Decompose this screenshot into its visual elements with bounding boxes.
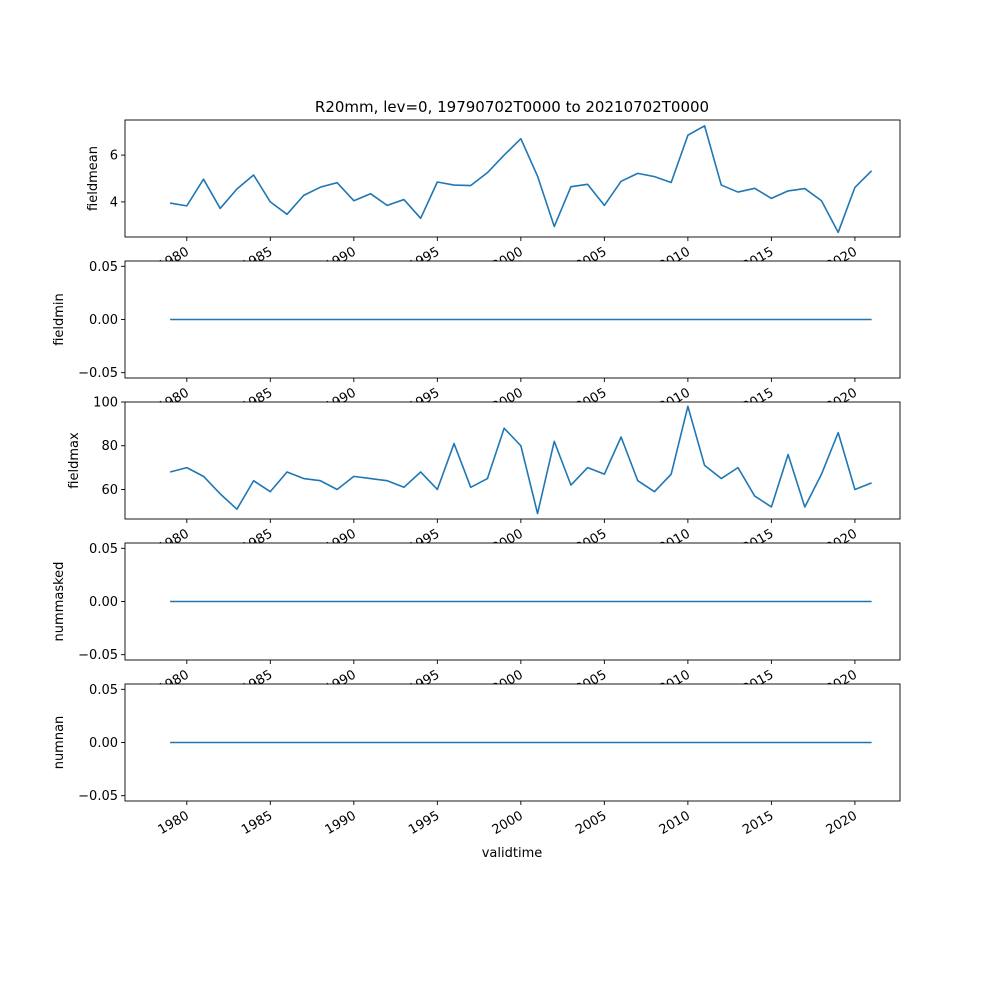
y-tick-label-fieldmean: 4 [110,195,118,210]
y-tick-label-fieldmax: 60 [101,483,118,498]
y-tick-label-numnan: 0.05 [89,683,118,698]
x-axis-label: validtime [482,846,543,861]
y-tick-label-numnan: −0.05 [78,789,118,804]
y-tick-label-fieldmin: 0.00 [89,313,118,328]
y-tick-label-fieldmax: 80 [101,439,118,454]
axes-frame-fieldmax [124,401,901,520]
chart-title: R20mm, lev=0, 19790702T0000 to 20210702T… [315,98,709,116]
y-tick-label-fieldmean: 6 [110,149,118,164]
y-axis-label-nummasked: nummasked [52,562,67,642]
y-axis-label-fieldmean: fieldmean [86,146,101,211]
series-line-fieldmean [169,125,873,234]
y-tick-label-fieldmax: 100 [93,396,118,411]
y-tick-label-nummasked: 0.05 [89,542,118,557]
series-line-fieldmax [169,405,872,515]
y-axis-label-numnan: numnan [52,716,67,770]
y-axis-label-fieldmin: fieldmin [52,293,67,346]
y-tick-label-fieldmin: −0.05 [78,366,118,381]
y-tick-label-numnan: 0.00 [89,736,118,751]
y-tick-label-nummasked: −0.05 [78,648,118,663]
y-axis-label-fieldmax: fieldmax [67,432,82,489]
panel-background-fieldmax [125,402,900,519]
y-tick-label-nummasked: 0.00 [89,595,118,610]
axes-frame-fieldmean [124,119,901,238]
y-tick-label-fieldmin: 0.05 [89,260,118,275]
